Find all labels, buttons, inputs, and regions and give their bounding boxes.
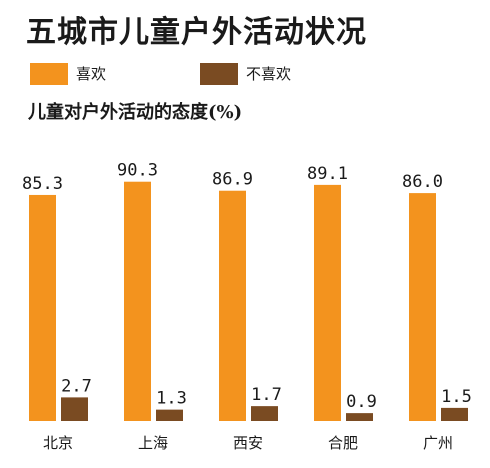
category-label-4: 合肥 <box>328 434 358 452</box>
value-label-dislike-4: 0.9 <box>346 392 377 412</box>
value-label-like-2: 90.3 <box>117 161 158 181</box>
value-label-dislike-2: 1.3 <box>156 389 187 409</box>
bar-like-2 <box>124 181 151 421</box>
category-label-2: 上海 <box>138 434 168 452</box>
bar-dislike-4 <box>346 413 373 421</box>
bar-dislike-3 <box>251 406 278 421</box>
value-label-like-3: 86.9 <box>212 170 253 190</box>
bar-like-1 <box>29 194 56 421</box>
category-label-3: 西安 <box>233 434 263 452</box>
legend-item-like: 喜欢 <box>30 62 106 86</box>
value-label-like-1: 85.3 <box>22 174 63 194</box>
bar-dislike-1 <box>61 397 88 421</box>
category-label-1: 北京 <box>43 434 73 452</box>
legend-swatch-dislike <box>200 63 238 85</box>
legend-label-like: 喜欢 <box>76 65 107 83</box>
bar-dislike-2 <box>156 409 183 421</box>
value-label-dislike-1: 2.7 <box>61 376 92 396</box>
legend-label-dislike: 不喜欢 <box>246 65 292 83</box>
value-label-dislike-5: 1.5 <box>441 387 472 407</box>
bar-like-5 <box>409 193 436 421</box>
value-label-like-4: 89.1 <box>307 164 348 184</box>
chart-title: 五城市儿童户外活动状况 <box>26 15 367 50</box>
value-label-dislike-3: 1.7 <box>251 385 282 405</box>
bar-like-3 <box>219 190 246 421</box>
category-label-5: 广州 <box>423 434 453 452</box>
legend-swatch-like <box>30 63 68 85</box>
value-label-like-5: 86.0 <box>402 172 443 192</box>
legend-item-dislike: 不喜欢 <box>200 62 291 86</box>
bar-dislike-5 <box>441 407 468 421</box>
chart-subtitle: 儿童对户外活动的态度(%) <box>28 102 243 123</box>
bar-like-4 <box>314 184 341 421</box>
